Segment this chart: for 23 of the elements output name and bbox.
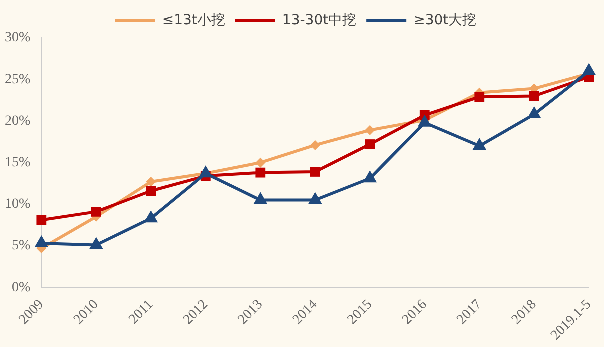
point (256, 158, 266, 168)
legend-label: ≥30t大挖 (414, 12, 477, 29)
point (146, 186, 156, 196)
point (310, 140, 320, 150)
y-tick-label: 25% (4, 72, 31, 88)
legend-label: ≤13t小挖 (162, 12, 226, 29)
point (146, 176, 156, 187)
point (529, 91, 540, 102)
point (36, 215, 47, 226)
point (365, 125, 376, 136)
point (91, 206, 102, 217)
point (256, 168, 266, 178)
point (474, 92, 485, 102)
legend-label: 13-30t中挖 (282, 12, 357, 29)
y-tick-label: 30% (4, 30, 31, 46)
y-tick-label: 0% (12, 280, 31, 296)
point (365, 140, 376, 150)
y-tick-label: 5% (12, 238, 31, 254)
point (34, 236, 49, 248)
y-tick-label: 10% (4, 197, 31, 212)
point (310, 167, 320, 177)
y-tick-label: 20% (4, 114, 31, 129)
y-tick-label: 15% (4, 155, 31, 170)
